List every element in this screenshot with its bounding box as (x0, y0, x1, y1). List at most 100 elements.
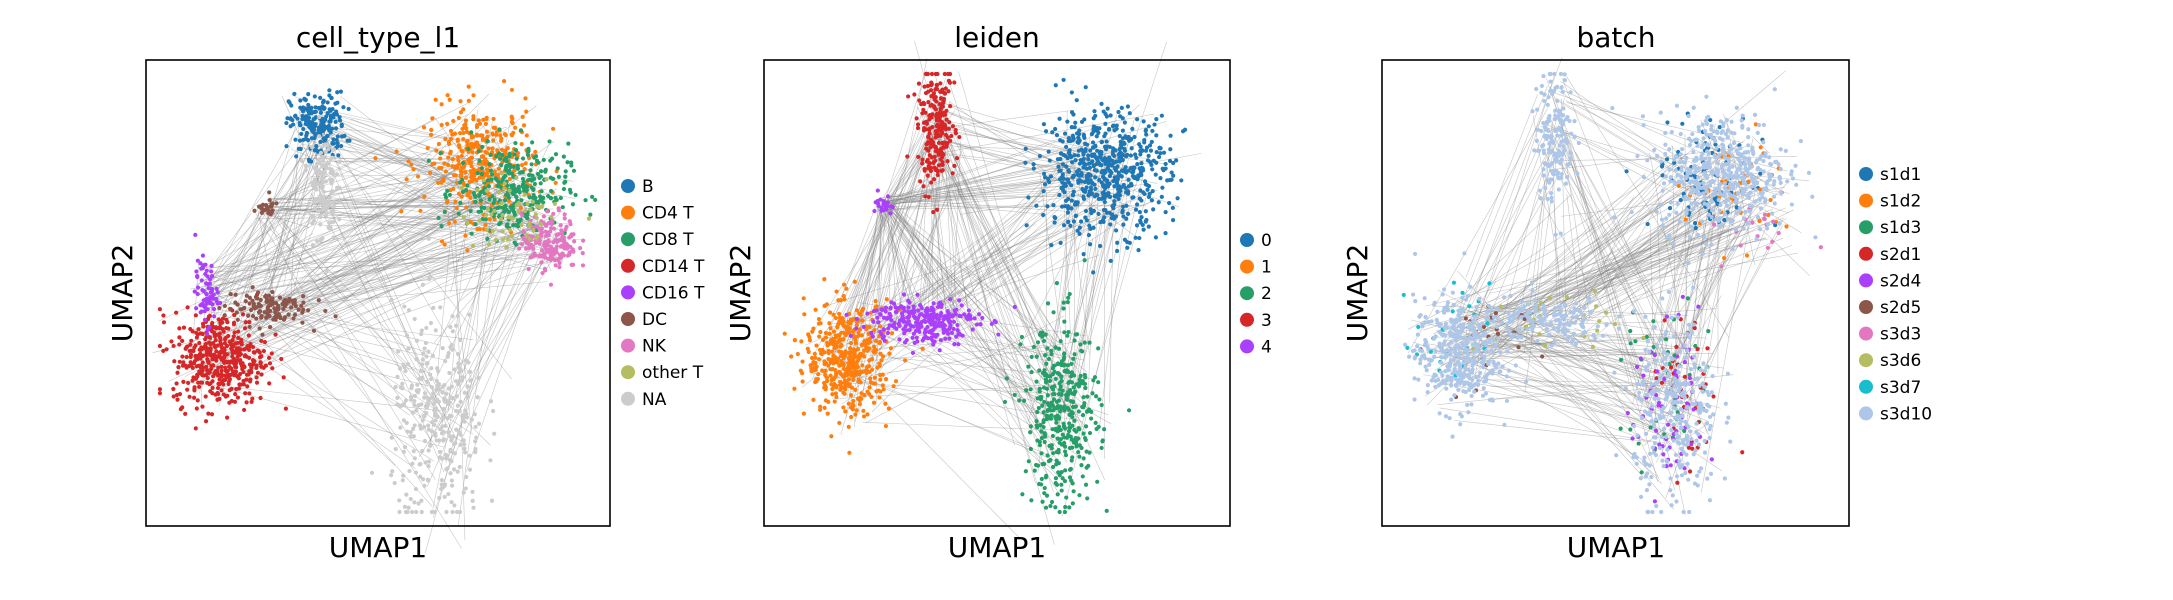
data-point (314, 238, 320, 244)
data-point (209, 295, 214, 301)
data-point (214, 358, 219, 363)
graph-edge (924, 255, 1099, 311)
data-point (1120, 116, 1125, 121)
data-point (852, 279, 857, 284)
data-point (881, 327, 886, 332)
data-point (410, 426, 416, 431)
data-point (476, 143, 481, 148)
data-point (479, 154, 485, 159)
data-point (315, 209, 321, 214)
data-point (929, 115, 934, 120)
data-point (1042, 439, 1047, 445)
data-point (937, 118, 942, 123)
data-point (259, 315, 264, 320)
data-point (1069, 374, 1074, 379)
data-point (1041, 212, 1046, 218)
data-point (931, 94, 936, 99)
data-point (551, 240, 556, 245)
data-point (425, 477, 431, 482)
data-point (213, 337, 218, 343)
data-point (229, 398, 234, 404)
data-point (270, 202, 275, 207)
graph-edge (317, 194, 541, 232)
data-point (1072, 391, 1077, 397)
data-point (1067, 445, 1073, 451)
data-point (180, 354, 185, 359)
data-point (1096, 130, 1101, 135)
data-point (1102, 134, 1107, 139)
data-point (433, 418, 438, 423)
data-point (221, 329, 226, 334)
data-point (509, 183, 514, 188)
data-point (214, 355, 219, 360)
data-point (1138, 148, 1143, 154)
data-point (195, 274, 200, 279)
graph-edge (283, 112, 323, 286)
data-point (503, 149, 508, 154)
data-point (412, 316, 417, 322)
data-point (1068, 466, 1073, 472)
graph-edge (857, 377, 1054, 458)
data-point (831, 329, 836, 334)
data-point (543, 246, 548, 251)
data-point (176, 365, 181, 370)
data-point (1038, 397, 1043, 402)
data-point (1130, 126, 1135, 131)
data-point (269, 209, 275, 214)
data-point (200, 380, 205, 385)
data-point (917, 329, 922, 334)
data-point (1065, 333, 1070, 338)
data-point (458, 110, 464, 115)
data-point (181, 379, 186, 384)
data-point (1073, 435, 1078, 441)
data-point (809, 355, 815, 361)
data-point (461, 438, 466, 443)
data-point (1077, 454, 1082, 459)
data-point (424, 405, 430, 410)
graph-edge (311, 130, 323, 191)
data-point (496, 151, 502, 156)
data-point (1126, 177, 1131, 182)
data-point (200, 353, 206, 358)
data-point (947, 336, 952, 341)
data-point (801, 296, 806, 301)
data-point (1046, 356, 1052, 362)
graph-edge (323, 153, 474, 194)
data-point (542, 251, 547, 256)
data-point (214, 326, 219, 331)
data-point (1153, 235, 1158, 240)
data-point (818, 321, 823, 326)
data-point (217, 377, 222, 382)
data-point (268, 297, 273, 302)
data-point (521, 228, 526, 234)
data-point (1060, 432, 1065, 437)
data-point (938, 81, 943, 86)
graph-edge (836, 315, 891, 351)
data-point (1146, 124, 1151, 129)
data-point (1170, 205, 1175, 210)
data-point (455, 313, 460, 319)
graph-edge (887, 177, 1067, 204)
data-point (331, 208, 336, 213)
legend-marker (1240, 286, 1254, 301)
data-point (528, 177, 533, 182)
legend-item: NK (621, 337, 667, 357)
graph-edge (944, 179, 1074, 322)
data-point (1115, 248, 1120, 254)
data-point (433, 411, 438, 416)
data-point (931, 315, 936, 320)
data-point (1095, 479, 1100, 484)
graph-edge (1066, 237, 1094, 372)
data-point (424, 354, 429, 359)
data-point (959, 303, 964, 308)
data-point (872, 375, 877, 380)
data-point (962, 312, 967, 317)
data-point (448, 151, 453, 156)
data-point (252, 208, 257, 213)
graph-edge (921, 151, 958, 323)
data-point (329, 95, 334, 101)
data-point (509, 119, 514, 124)
data-point (1144, 132, 1149, 137)
data-point (1082, 117, 1087, 122)
data-point (1060, 172, 1065, 177)
